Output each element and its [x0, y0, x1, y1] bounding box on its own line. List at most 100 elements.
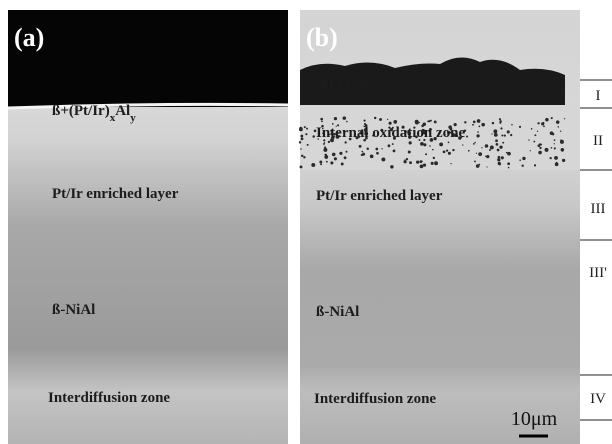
particle [531, 128, 533, 130]
particle [423, 143, 426, 146]
particle [330, 161, 333, 164]
particle [485, 144, 488, 147]
particle [486, 166, 487, 167]
particle [545, 148, 549, 152]
particle [510, 134, 512, 136]
particle [474, 161, 476, 163]
particle [497, 149, 500, 152]
particle [446, 149, 448, 151]
particle [300, 165, 303, 168]
particle [324, 155, 328, 159]
text-part: Pt/Ir enriched layer [316, 188, 443, 204]
particle [301, 137, 304, 140]
zone-label: IV [590, 391, 606, 407]
particle [558, 126, 560, 128]
particle [507, 130, 510, 133]
zone-label: I [596, 88, 601, 104]
particle [376, 152, 379, 155]
particle [522, 165, 524, 167]
particle [489, 149, 491, 151]
particle [519, 159, 521, 161]
particle [474, 142, 475, 143]
particle [498, 156, 501, 159]
particle [345, 151, 347, 153]
text-part: Pt/Ir enriched layer [52, 186, 179, 202]
particle [477, 119, 481, 123]
particle [476, 153, 477, 154]
particle [379, 118, 382, 121]
particle [534, 164, 536, 166]
particle [409, 161, 412, 164]
layer-label: ß-NiAl [316, 304, 359, 320]
text-part: ß-NiAl [316, 304, 359, 320]
particle [344, 141, 346, 143]
particle [311, 163, 315, 167]
particle [543, 126, 545, 128]
particle [490, 145, 494, 149]
particle [500, 127, 502, 129]
particle [324, 142, 325, 143]
particle [370, 155, 374, 159]
particle [328, 141, 330, 143]
particle [303, 157, 304, 158]
particle [545, 118, 549, 122]
particle [560, 131, 561, 132]
layer-label: ß-NiAl [52, 302, 95, 318]
particle [312, 135, 315, 138]
particle [305, 133, 307, 135]
particle [420, 165, 424, 169]
scale-bar-label: 10μm [511, 408, 558, 430]
particle [507, 162, 510, 165]
particle [528, 139, 529, 140]
zone-label: II [593, 133, 603, 149]
particle [326, 161, 328, 163]
page: 10μm (a)ß+(Pt/Ir)xAlyPt/Ir enriched laye… [0, 0, 612, 444]
particle [551, 147, 553, 149]
particle [374, 117, 376, 119]
particle [381, 157, 385, 161]
text-part: Al [115, 103, 130, 119]
particle [522, 157, 525, 160]
particle [538, 144, 541, 147]
particle [448, 142, 450, 144]
text-part: O [339, 77, 351, 93]
particle [537, 122, 539, 124]
particle [556, 120, 560, 124]
particle [393, 120, 397, 124]
particle [423, 164, 426, 167]
text-part: scale [356, 77, 391, 93]
zone-label: III [591, 201, 606, 217]
layer-label: Interdiffusion zone [48, 390, 170, 406]
text-part: ß+(Pt/Ir) [52, 103, 110, 119]
particle [533, 141, 535, 143]
particle [492, 122, 494, 124]
particle [415, 120, 419, 124]
layer-label: Interdiffusion zone [314, 391, 436, 407]
particle [299, 127, 303, 131]
panel-label: (b) [306, 23, 338, 52]
particle [556, 162, 558, 164]
layer-label: Internal oxidation zone [316, 125, 466, 141]
particle [550, 131, 554, 135]
particle [434, 120, 437, 123]
particle [511, 124, 513, 126]
particle [320, 163, 322, 165]
text-part: Interdiffusion zone [48, 390, 170, 406]
particle [409, 141, 412, 144]
particle [537, 131, 538, 132]
particle [481, 123, 485, 127]
particle [427, 121, 429, 123]
particle [420, 142, 424, 146]
layer-label: Pt/Ir enriched layer [52, 186, 179, 202]
particle [390, 165, 393, 168]
particle [439, 142, 443, 146]
particle [499, 145, 502, 148]
particle [473, 121, 476, 124]
particle [504, 134, 506, 136]
particle [452, 149, 454, 151]
particle [443, 150, 446, 153]
particle [502, 142, 504, 144]
particle [403, 160, 406, 163]
particle [406, 158, 408, 160]
particle [323, 148, 327, 152]
